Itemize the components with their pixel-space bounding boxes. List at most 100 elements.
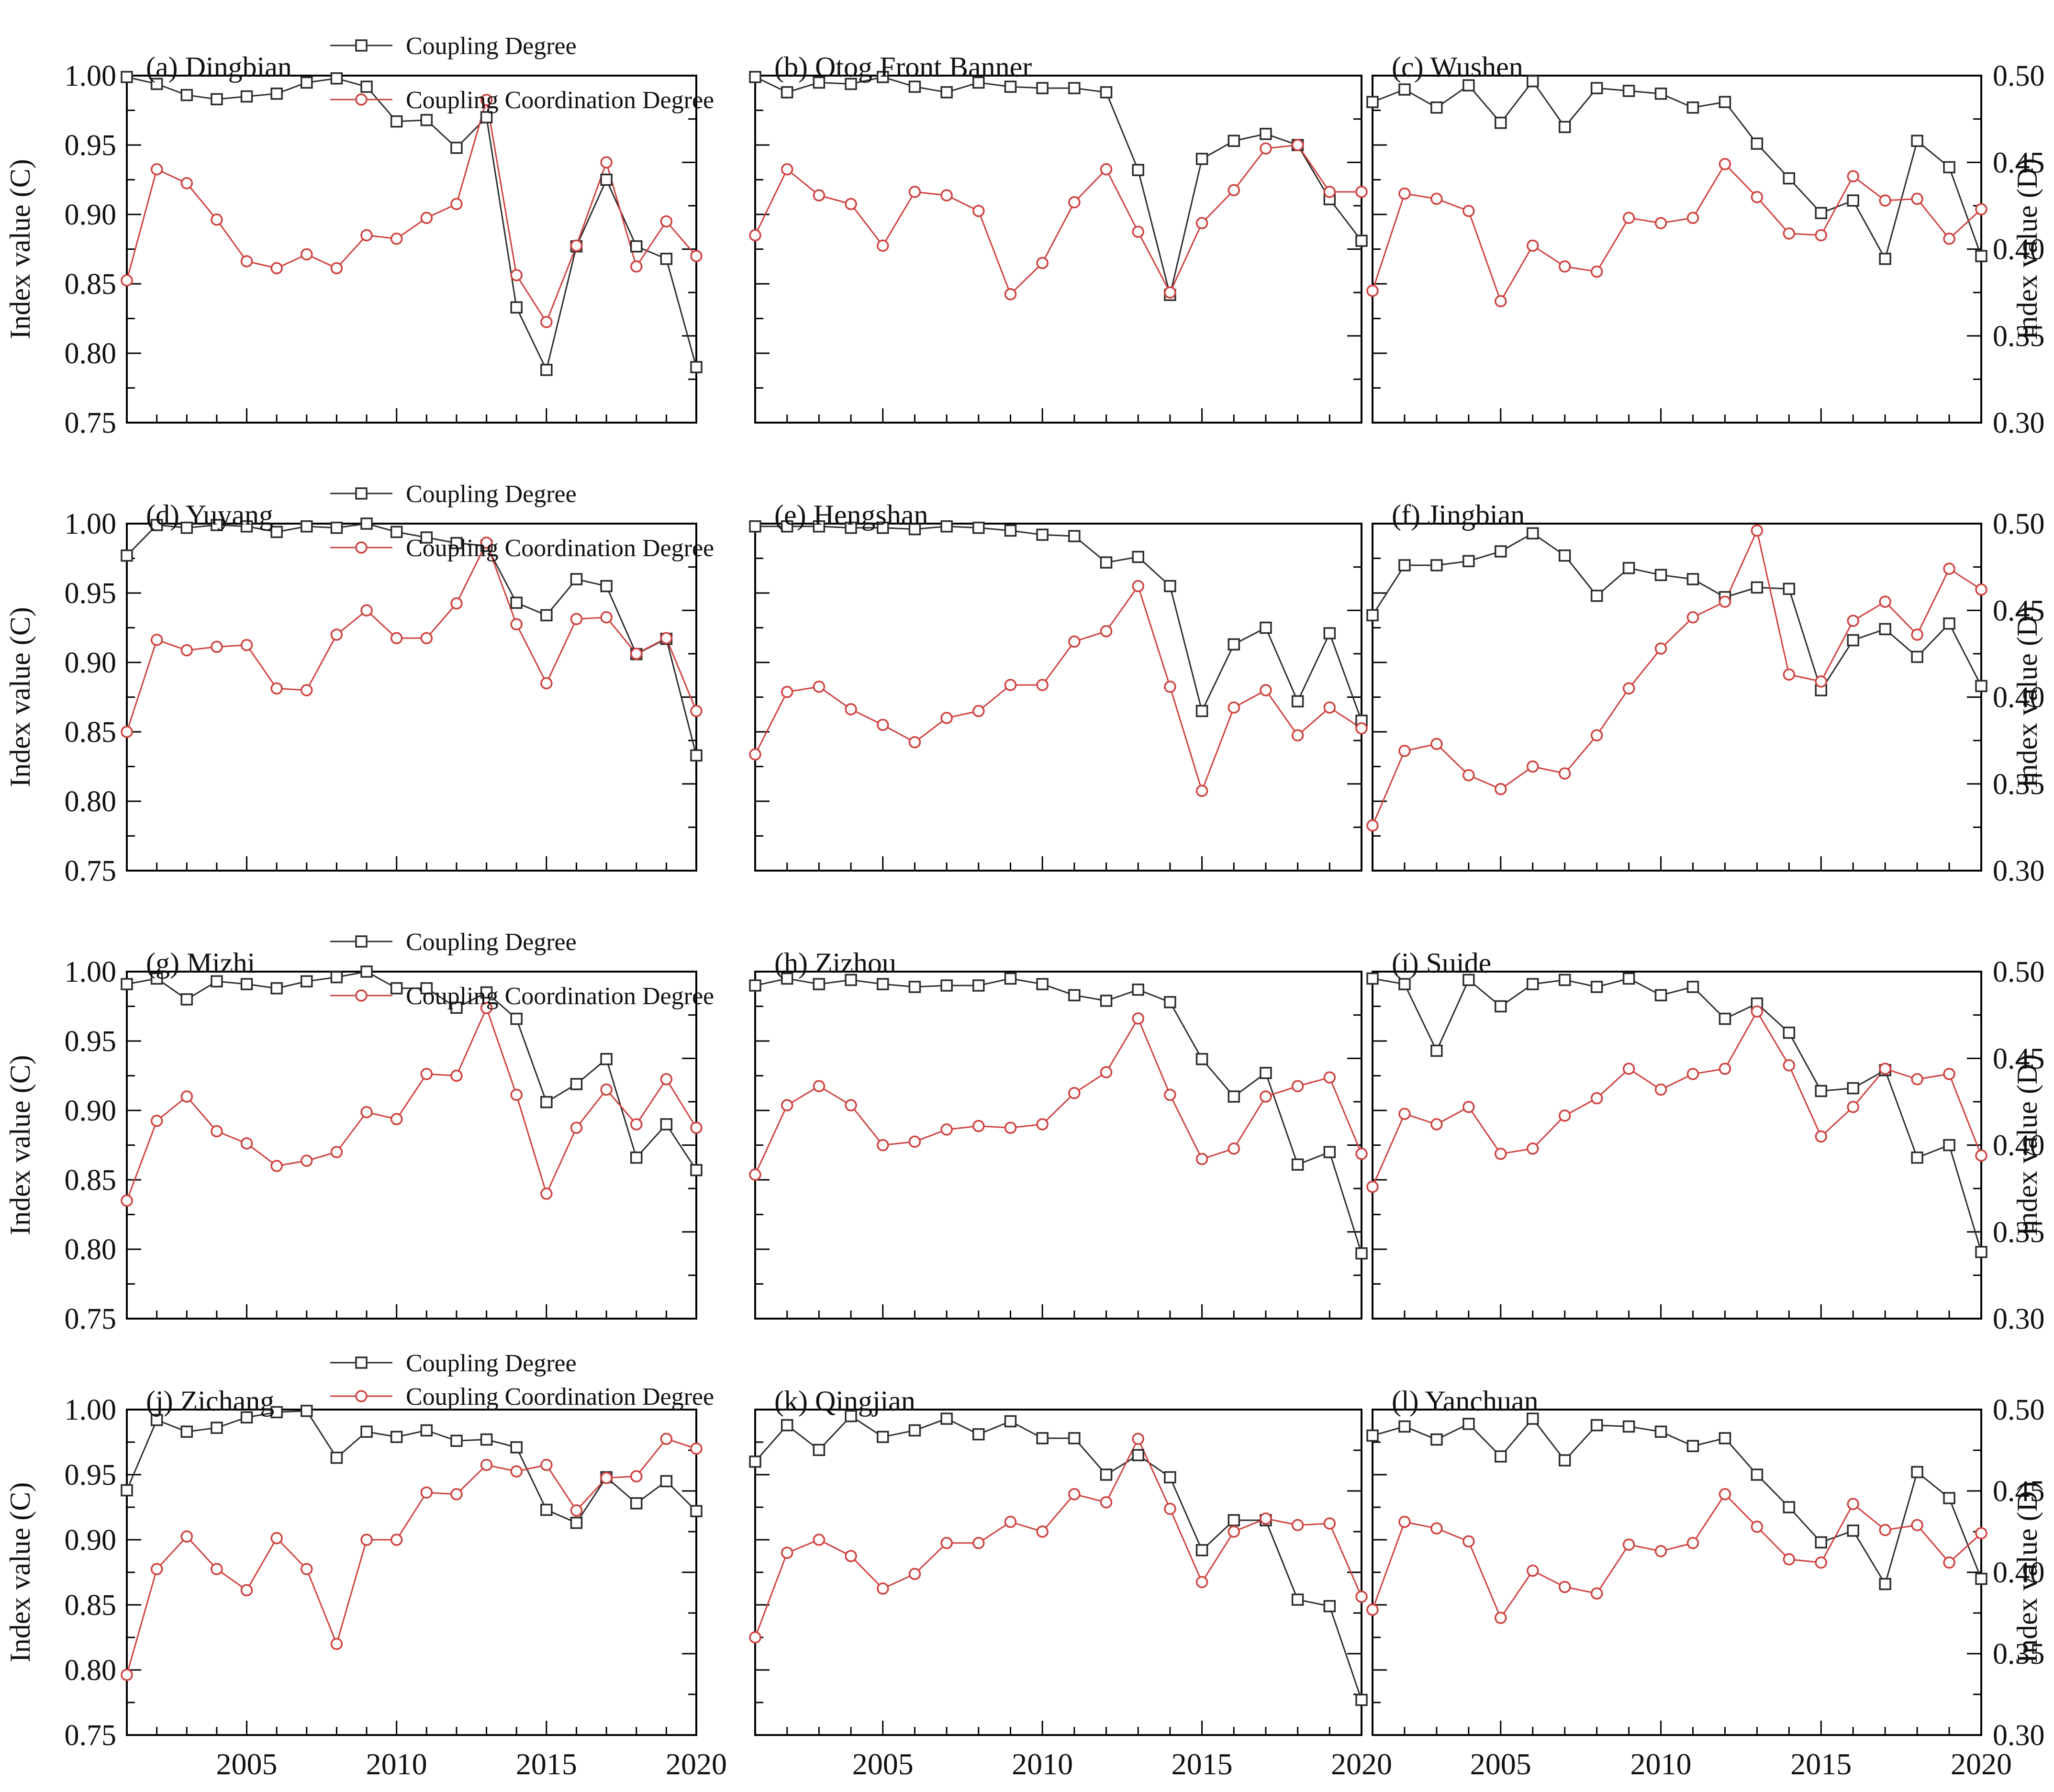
coupling-degree-marker: [690, 1164, 703, 1176]
legend: Coupling Degree Coupling Coordination Deg…: [330, 929, 714, 1010]
legend-coupling-label: Coupling Degree: [406, 33, 577, 60]
coupling-coordination-degree-marker: [1879, 1523, 1891, 1536]
coupling-coordination-degree-marker: [1068, 196, 1081, 209]
coupling-coordination-degree-marker: [813, 681, 826, 693]
coupling-degree-marker: [845, 1410, 857, 1422]
coupling-degree-marker: [845, 78, 857, 90]
coupling-coordination-degree-marker: [940, 1123, 953, 1136]
coupling-degree-marker: [1783, 582, 1796, 595]
coupling-coordination-degree-marker: [540, 1187, 553, 1200]
right-axis-tick-label: 0.35: [1993, 320, 2045, 353]
coupling-coordination-degree-marker: [972, 1120, 985, 1132]
coupling-degree-marker: [301, 76, 313, 89]
coupling-coordination-degree-marker: [510, 1088, 523, 1101]
coupling-coordination-degree-marker: [420, 1486, 433, 1499]
coupling-degree-marker: [420, 982, 433, 995]
coupling-coordination-degree-marker: [940, 712, 953, 724]
coupling-degree-marker: [211, 975, 223, 988]
coupling-coordination-degree-marker: [121, 274, 133, 287]
coupling-degree-marker: [420, 114, 433, 126]
coupling-degree-marker: [1654, 569, 1667, 582]
plot-frame: [1372, 1409, 1982, 1736]
legend-coordination-marker-icon: [355, 541, 368, 554]
coupling-coordination-degree-line: [1372, 1010, 1982, 1187]
coupling-degree-marker: [876, 978, 889, 990]
coupling-degree-marker: [1291, 1593, 1304, 1606]
coupling-coordination-degree-marker: [1323, 1071, 1336, 1084]
left-axis-tick-label: 0.75: [65, 1303, 117, 1335]
coupling-degree-marker: [1100, 86, 1113, 99]
legend-coordination-marker-icon: [355, 1390, 368, 1402]
legend-coordination-marker-icon: [355, 93, 368, 106]
right-axis-tick-label: 0.30: [1993, 1719, 2045, 1752]
coupling-degree-marker: [1622, 972, 1635, 985]
coupling-degree-marker: [1847, 1524, 1859, 1537]
coupling-degree-marker: [1783, 1501, 1796, 1513]
coupling-coordination-degree-marker: [1430, 1522, 1443, 1534]
panel-(l)-yanchuan: 0.50 0.45 0.40 0.35 0.30 2005 2010 2015 2020 Inde…: [1366, 1385, 2045, 1781]
coupling-coordination-degree-marker: [600, 156, 613, 168]
legend: Coupling Degree Coupling Coordination Deg…: [330, 481, 714, 562]
right-axis-tick-label: 0.40: [1993, 234, 2045, 266]
coupling-degree-marker: [1975, 1572, 1987, 1585]
coupling-degree-marker: [1036, 82, 1049, 94]
coupling-degree-marker: [908, 523, 921, 536]
coupling-coordination-degree-marker: [390, 1113, 403, 1125]
right-axis-tick-label: 0.50: [1993, 956, 2045, 988]
right-axis-title: Index value (D): [2011, 606, 2043, 788]
coupling-coordination-degree-marker: [845, 1099, 857, 1111]
right-axis-tick-label: 0.35: [1993, 1638, 2045, 1670]
left-axis-tick-label: 1.00: [65, 956, 117, 988]
coupling-degree-marker: [1526, 75, 1539, 88]
legend-coupling-label: Coupling Degree: [406, 929, 577, 956]
plot-frame: [126, 971, 697, 1320]
coupling-degree-marker: [1355, 1247, 1368, 1260]
coupling-degree-marker: [240, 90, 253, 103]
coupling-coordination-degree-marker: [211, 640, 223, 653]
coupling-degree-marker: [813, 520, 826, 533]
coupling-coordination-degree-marker: [180, 1090, 193, 1103]
coupling-degree-marker: [240, 520, 253, 533]
coupling-coordination-degree-line: [126, 100, 697, 324]
coupling-coordination-degree-marker: [1366, 819, 1379, 832]
coupling-coordination-degree-marker: [121, 1194, 133, 1207]
coupling-degree-marker: [1398, 83, 1411, 96]
coupling-degree-marker: [1068, 530, 1081, 542]
coupling-degree-marker: [211, 1422, 223, 1434]
coupling-degree-marker: [360, 965, 373, 978]
coupling-coordination-degree-marker: [1975, 1527, 1987, 1540]
coupling-coordination-degree-marker: [420, 212, 433, 224]
coupling-degree-marker: [1686, 1440, 1699, 1452]
right-axis-tick-label: 0.40: [1993, 682, 2045, 714]
coupling-coordination-degree-marker: [1654, 642, 1667, 655]
coupling-degree-marker: [876, 1431, 889, 1443]
coupling-degree-marker: [1975, 1246, 1987, 1258]
coupling-coordination-degree-marker: [450, 597, 463, 610]
coupling-degree-marker: [876, 71, 889, 83]
coupling-degree-marker: [1036, 528, 1049, 541]
coupling-degree-marker: [1323, 627, 1336, 639]
coupling-coordination-degree-marker: [972, 705, 985, 717]
left-axis-tick-label: 1.00: [65, 508, 117, 540]
coupling-degree-marker: [1036, 978, 1049, 990]
coupling-degree-marker: [540, 609, 553, 622]
coupling-coordination-degree-marker: [1686, 1537, 1699, 1549]
legend-coupling-marker-icon: [355, 487, 368, 500]
coupling-coordination-degree-marker: [876, 1582, 889, 1595]
x-axis-tick-label: 2015: [1790, 1747, 1852, 1781]
right-axis-tick-label: 0.45: [1993, 1475, 2045, 1508]
coupling-coordination-degree-marker: [450, 198, 463, 210]
left-axis-tick-label: 0.85: [65, 268, 117, 301]
coupling-degree-marker: [749, 520, 761, 533]
coupling-degree-marker: [1366, 96, 1379, 108]
coupling-degree-marker: [1654, 989, 1667, 1002]
coupling-degree-marker: [1132, 164, 1144, 176]
coupling-coordination-degree-marker: [1355, 186, 1368, 198]
left-axis-tick-label: 0.90: [65, 199, 117, 231]
coupling-coordination-degree-marker: [781, 163, 793, 176]
left-axis-tick-label: 0.95: [65, 1025, 117, 1058]
coupling-coordination-degree-marker: [1751, 191, 1764, 203]
coupling-coordination-degree-marker: [1943, 1068, 1955, 1080]
panel-title: (j) Zichang: [146, 1385, 274, 1417]
right-axis-tick-label: 0.30: [1993, 855, 2045, 887]
